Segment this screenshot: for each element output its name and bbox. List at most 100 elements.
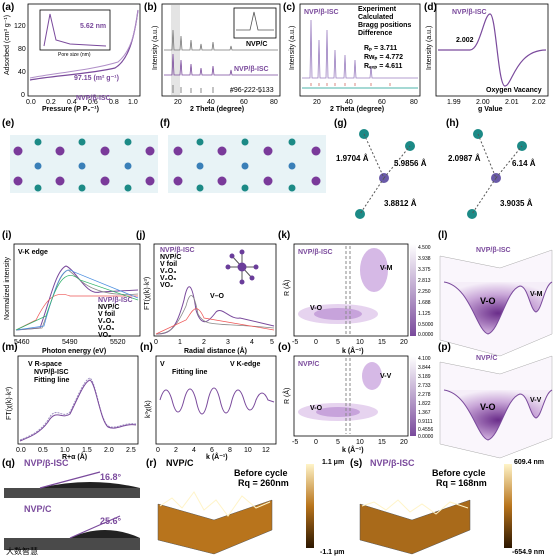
panel-i-title: V-K edge [18, 249, 48, 256]
legend-item: VO₂ [160, 282, 173, 289]
bond [359, 177, 385, 215]
legend-item: NVP/β-ISC [98, 297, 133, 304]
panel-m-ylabel: FT(χ(k)·k³) [6, 387, 13, 420]
legend-item: V foil [160, 261, 177, 268]
panel-k-frame [293, 243, 409, 337]
panel-d-label: (d) [424, 2, 437, 13]
annotation-vo: V-O [310, 405, 323, 412]
tick-label: 5460 [14, 339, 30, 346]
xrd-nvp-isc [164, 53, 278, 76]
angle-value: 16.8° [100, 472, 122, 482]
panel-r-label: (r) [146, 458, 157, 469]
panel-k-title: NVP/β-ISC [298, 249, 333, 256]
tick-label: 4 [192, 447, 196, 454]
panel-i-legend: NVP/β-ISC NVP/C V foil V₂O₃ V₂O₅ VO₂ [98, 297, 133, 339]
colorbar [410, 244, 416, 336]
tick-label: 2.00 [476, 99, 490, 106]
annotation-vv: V-V [380, 373, 392, 380]
tick-label: 0 [156, 447, 160, 454]
panel-h: (h) 2.0987 Å 6.14 Å 3.9035 Å [446, 118, 536, 219]
colorbar-top: 609.4 nm [514, 459, 544, 466]
inset-peak: 5.62 nm [80, 23, 106, 30]
contour-vm [360, 248, 388, 292]
cbar-tick: 2.250 [418, 289, 431, 295]
panel-s-label: (s) [350, 458, 362, 469]
legend-data: NVP/β-ISC [34, 369, 69, 376]
panel-d-series: NVP/β-ISC [452, 9, 487, 16]
colorbar [410, 356, 416, 436]
xanes-isc [15, 265, 139, 331]
panel-n-edge: V K-edge [230, 361, 260, 368]
tick-label: -5 [292, 439, 298, 446]
panel-o-frame [293, 355, 409, 437]
cbar-tick: 3.189 [418, 374, 431, 380]
panel-e: (e) [2, 118, 158, 193]
panel-c-title: NVP/β-ISC [304, 9, 339, 16]
tick-label: -5 [292, 339, 298, 346]
panel-j-legend: NVP/β-ISC NVP/C V foil V₂O₃ V₂O₅ VO₂ [160, 247, 195, 289]
panel-j: (j) FT(χ(k)·k³) Radial distance (Å) 0 1 … [136, 230, 277, 355]
tick-label: 40 [345, 99, 353, 106]
colorbar-bottom: -654.9 nm [512, 549, 544, 556]
panel-a-xticks: 0.0 0.2 0.4 0.6 0.8 1.0 [26, 99, 138, 106]
tick-label: 10 [244, 447, 252, 454]
tick-label: 2.0 [104, 447, 114, 454]
legend-item: VO₂ [98, 332, 111, 339]
series-isc-label: NVP/β-ISC [234, 66, 269, 73]
rspace-fit [19, 379, 137, 442]
tick-label: 0 [314, 339, 318, 346]
tick-label: 20 [174, 99, 182, 106]
rexp-value: Rₑₓₚ = 4.611 [364, 63, 402, 70]
tick-label: 40 [18, 69, 26, 76]
tick-label: 6 [210, 447, 214, 454]
tick-label: 0 [154, 339, 158, 346]
bragg-positions [310, 83, 391, 86]
legend-fit: Fitting line [34, 377, 69, 384]
panel-c-xlabel: 2 Theta (degree) [330, 106, 384, 113]
tick-label: 0.5 [38, 447, 48, 454]
panel-b-xticks: 20 40 60 80 [174, 99, 278, 106]
panel-p-label: (p) [438, 342, 451, 353]
annotation-vo: V-O [310, 305, 323, 312]
surface-curve [443, 281, 553, 335]
panel-a-xlabel: Pressure (P P₀⁻¹) [42, 106, 99, 113]
cbar-tick: 0.9111 [418, 419, 433, 425]
tick-label: 60 [240, 99, 248, 106]
panel-k-ylabel: R (Å) [282, 280, 291, 296]
inset-xlabel: Pore size (nm) [58, 52, 91, 58]
structure-e-atoms [13, 138, 155, 192]
panel-j-frame [153, 243, 277, 337]
distance-2: 6.14 Å [512, 159, 536, 168]
tick-label: 120 [14, 23, 26, 30]
panel-k-xlabel: k (Å⁻¹) [342, 346, 364, 355]
contour-vv [362, 362, 382, 390]
panel-i-xticks: 5460 5490 5520 [14, 339, 126, 346]
panel-b: (b) Intensity (a.u.) 2 Theta (degree) 20… [144, 2, 281, 113]
cbar-tick: 4.100 [418, 356, 431, 362]
panel-a-frame [27, 3, 141, 97]
tick-label: 20 [400, 439, 408, 446]
rp-value: Rₚ = 3.711 [364, 45, 397, 52]
panel-a-area: 97.15 (m² g⁻¹) [74, 75, 119, 82]
tick-label: 8 [228, 447, 232, 454]
panel-g: (g) 1.9704 Å 5.9856 Å 3.8812 Å [334, 118, 427, 219]
ft-nvpc [155, 295, 275, 335]
rq-value: Rq = 168nm [436, 478, 487, 488]
panel-c: (c) Intensity (a.u.) 2 Theta (degree) 20… [283, 2, 421, 113]
colorbar-ticks: 4.500 3.938 3.375 2.813 2.250 1.688 1.12… [418, 245, 434, 338]
tick-label: 0 [21, 92, 25, 99]
distance-2: 5.9856 Å [394, 159, 427, 168]
vo6-octahedron-icon [225, 249, 259, 285]
before-cycle: Before cycle [432, 468, 486, 478]
panel-k-label: (k) [278, 230, 290, 241]
panel-o-label: (o) [278, 342, 291, 353]
tick-label: 80 [270, 99, 278, 106]
tick-label: 5490 [62, 339, 78, 346]
panel-i-xlabel: Photon energy (eV) [42, 348, 106, 355]
panel-d: (d) Intensity (a.u.) g Value 1.99 2.00 2… [424, 2, 549, 113]
panel-e-label: (e) [2, 118, 14, 129]
tick-label: 15 [378, 439, 386, 446]
rspace-data [19, 377, 137, 441]
tick-label: 12 [262, 447, 270, 454]
epr-curve [438, 13, 547, 87]
